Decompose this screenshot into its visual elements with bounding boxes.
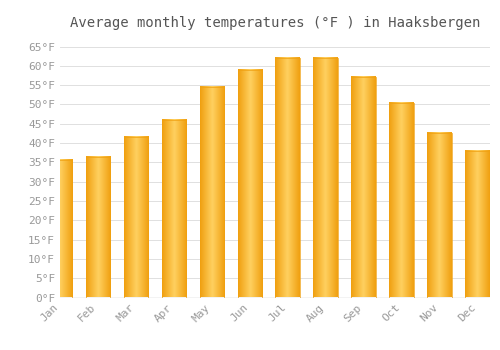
- Bar: [428, 133, 452, 298]
- Bar: [314, 58, 338, 298]
- Bar: [352, 77, 376, 298]
- Bar: [162, 120, 186, 298]
- Bar: [86, 156, 110, 298]
- Bar: [238, 70, 262, 298]
- Bar: [390, 103, 414, 298]
- Bar: [48, 160, 72, 298]
- Bar: [466, 151, 490, 298]
- Bar: [200, 87, 224, 298]
- Title: Average monthly temperatures (°F ) in Haaksbergen: Average monthly temperatures (°F ) in Ha…: [70, 16, 480, 30]
- Bar: [124, 137, 148, 298]
- Bar: [276, 58, 300, 298]
